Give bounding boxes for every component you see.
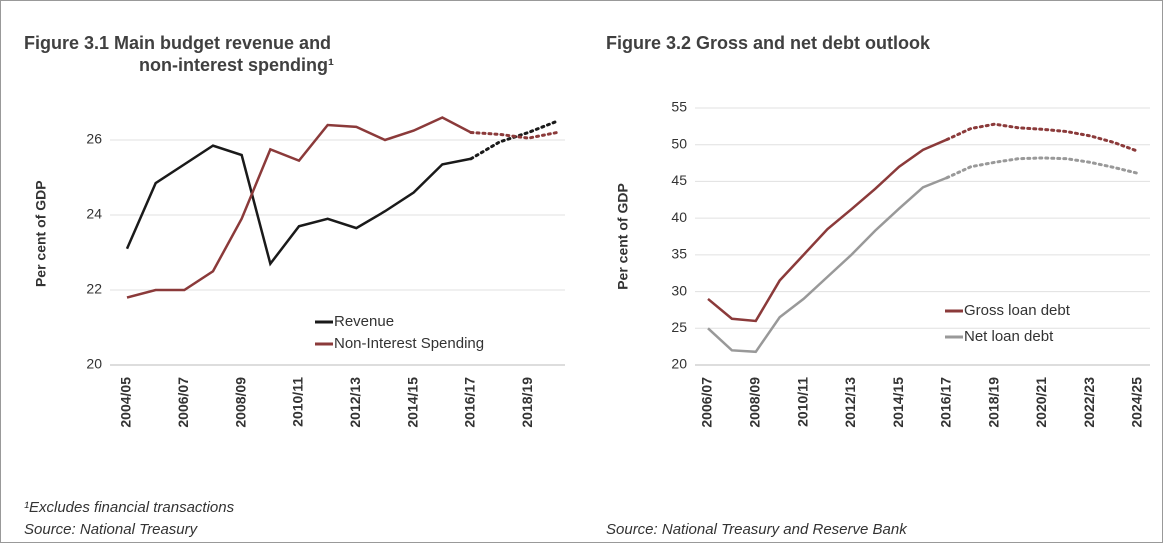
y-tick-label: 20 (671, 356, 687, 372)
x-tick-label: 2008/09 (746, 377, 762, 428)
x-tick-label: 2016/17 (938, 377, 954, 428)
y-tick-label: 50 (671, 135, 687, 151)
y-tick-label: 20 (86, 356, 102, 372)
legend-label: Net loan debt (964, 328, 1054, 345)
x-tick-label: 2020/21 (1033, 377, 1049, 428)
x-tick-label: 2024/25 (1129, 377, 1145, 428)
x-tick-label: 2018/19 (985, 377, 1001, 428)
y-tick-label: 24 (86, 206, 102, 222)
chart-title: non-interest spending¹ (139, 55, 334, 75)
y-tick-label: 30 (671, 282, 687, 298)
x-tick-label: 2018/19 (519, 377, 535, 428)
y-tick-label: 35 (671, 246, 687, 262)
y-tick-label: 26 (86, 131, 102, 147)
chart-title: Figure 3.2 Gross and net debt outlook (606, 33, 931, 53)
x-tick-label: 2014/15 (404, 377, 420, 428)
series-line (707, 138, 948, 323)
x-tick-label: 2010/11 (290, 377, 306, 427)
y-tick-label: 45 (671, 172, 687, 188)
series-line-projected (945, 122, 1140, 153)
x-tick-label: 2014/15 (890, 377, 906, 428)
y-axis-title: Per cent of GDP (615, 183, 631, 290)
x-tick-label: 2006/07 (175, 377, 191, 428)
legend-label: Non-Interest Spending (334, 335, 484, 352)
y-tick-label: 55 (671, 99, 687, 115)
y-tick-label: 40 (671, 209, 687, 225)
x-tick-label: 2004/05 (118, 377, 134, 428)
y-axis-title: Per cent of GDP (33, 180, 49, 287)
source: Source: National Treasury (24, 521, 199, 538)
series-line-projected (945, 156, 1140, 180)
source: Source: National Treasury and Reserve Ba… (606, 521, 908, 538)
series-line-projected (469, 131, 559, 140)
series-line (125, 144, 472, 267)
x-tick-label: 2022/23 (1081, 377, 1097, 428)
x-tick-label: 2006/07 (699, 377, 715, 428)
x-tick-label: 2012/13 (842, 377, 858, 428)
x-tick-label: 2008/09 (232, 377, 248, 428)
y-tick-label: 22 (86, 281, 102, 297)
chart-title: Figure 3.1 Main budget revenue and (24, 33, 331, 53)
y-tick-label: 25 (671, 319, 687, 335)
x-tick-label: 2012/13 (347, 377, 363, 428)
x-tick-label: 2010/11 (794, 377, 810, 427)
legend-label: Revenue (334, 313, 394, 330)
x-tick-label: 2016/17 (462, 377, 478, 428)
series-line (707, 176, 948, 354)
series-line (126, 116, 472, 299)
legend-label: Gross loan debt (964, 302, 1071, 319)
footnote: ¹Excludes financial transactions (24, 499, 235, 516)
